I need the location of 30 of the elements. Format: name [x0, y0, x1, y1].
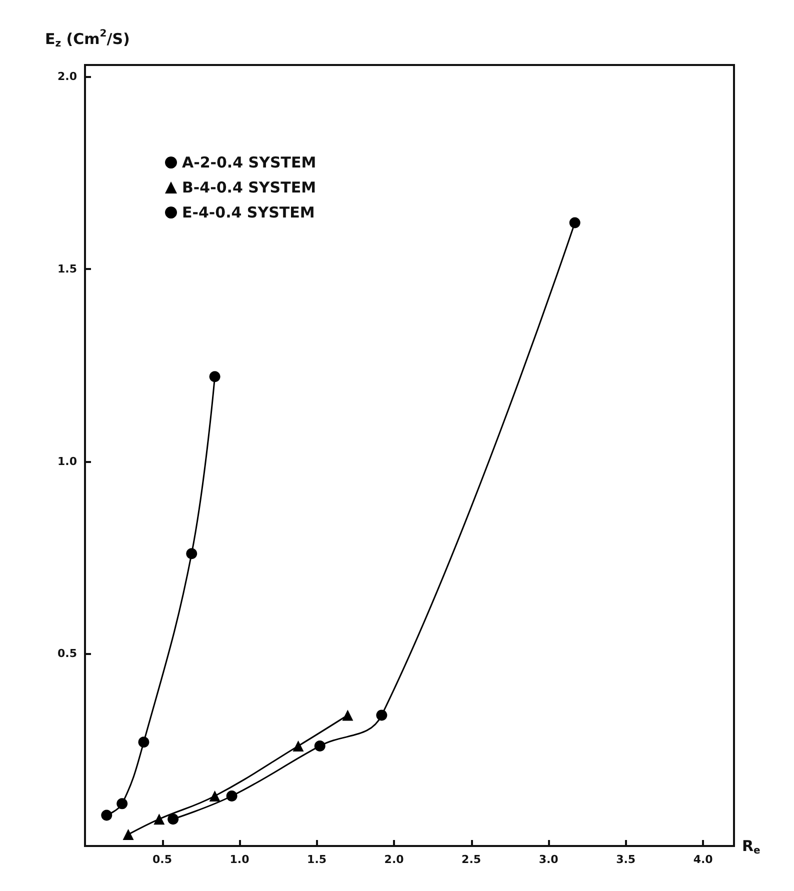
point — [226, 790, 238, 802]
point — [154, 814, 165, 825]
x-tick-label: 4.0 — [693, 853, 714, 866]
y-tick-label: 0.5 — [58, 647, 77, 660]
point — [168, 814, 179, 825]
point — [116, 798, 128, 810]
x-tick-label: 2.0 — [384, 853, 404, 866]
y-tick-label: 2.0 — [58, 70, 78, 84]
legend-label: E-4-0.4 SYSTEM — [182, 204, 315, 222]
point — [314, 740, 326, 752]
point — [376, 710, 388, 721]
point — [101, 810, 112, 821]
point — [186, 548, 198, 560]
legend-label: B-4-0.4 SYSTEM — [182, 178, 316, 196]
point — [209, 790, 220, 802]
point — [138, 736, 150, 748]
legend-label: A-2-0.4 SYSTEM — [182, 154, 316, 172]
point — [122, 828, 134, 840]
x-tick-label: 1.0 — [230, 853, 250, 866]
point — [342, 710, 354, 721]
x-tick-label: 3.5 — [616, 853, 636, 866]
point — [209, 371, 220, 382]
x-tick-label: 0.5 — [152, 853, 172, 866]
x-tick-label: 1.5 — [307, 853, 327, 866]
point — [569, 217, 580, 228]
y-tick-label: 1.5 — [58, 262, 77, 276]
x-tick-label: 3.0 — [538, 853, 559, 866]
y-tick-label: 1.0 — [58, 454, 78, 468]
x-tick-label: 2.5 — [462, 853, 482, 866]
point — [292, 740, 304, 752]
